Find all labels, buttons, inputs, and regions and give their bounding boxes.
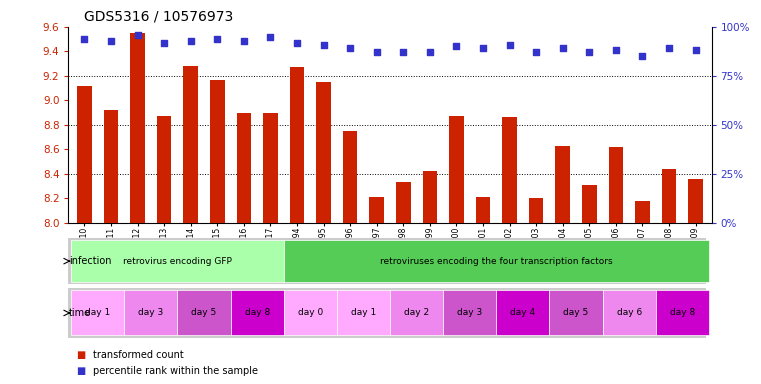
Text: day 1: day 1 [351,308,376,318]
Text: transformed count: transformed count [93,350,183,360]
Text: GDS5316 / 10576973: GDS5316 / 10576973 [84,9,233,23]
Bar [390,290,443,336]
Bar [549,290,603,336]
Point [451,43,463,50]
Text: day 5: day 5 [191,308,217,318]
Bar [449,116,463,223]
Bar [71,290,124,336]
Bar [177,290,231,336]
Point [663,45,675,51]
Point [78,36,91,42]
Point [291,40,303,46]
Text: percentile rank within the sample: percentile rank within the sample [93,366,258,376]
Text: ■: ■ [76,350,85,360]
Bar [422,171,437,223]
Point [477,45,489,51]
Point [371,49,383,55]
Bar [476,197,490,223]
Text: time: time [69,308,91,318]
Bar [502,118,517,223]
Bar [284,240,709,282]
Point [397,49,409,55]
Text: day 5: day 5 [563,308,589,318]
Text: day 1: day 1 [85,308,110,318]
Point [556,45,568,51]
Bar [71,240,284,282]
Bar [237,113,251,223]
Point [237,38,250,44]
Point [317,41,330,48]
Point [424,49,436,55]
Text: retroviruses encoding the four transcription factors: retroviruses encoding the four transcrip… [380,257,613,266]
Text: day 8: day 8 [670,308,695,318]
Point [504,41,516,48]
Bar [284,290,337,336]
Bar [263,113,278,223]
Point [689,47,702,53]
Text: day 3: day 3 [457,308,482,318]
Bar [529,198,543,223]
Text: day 3: day 3 [139,308,164,318]
Bar [496,290,549,336]
Bar [103,110,118,223]
Bar [603,290,656,336]
Text: day 4: day 4 [511,308,536,318]
Bar [656,290,709,336]
Point [105,38,117,44]
Point [636,53,648,59]
Bar [231,290,284,336]
Point [264,34,276,40]
Point [185,38,197,44]
Bar [183,66,198,223]
Point [132,31,144,38]
Point [158,40,170,46]
Text: retrovirus encoding GFP: retrovirus encoding GFP [123,257,232,266]
Bar [77,86,92,223]
Point [583,49,595,55]
Bar [124,290,177,336]
Bar [337,290,390,336]
Point [530,49,543,55]
Text: ■: ■ [76,366,85,376]
Bar [317,82,331,223]
Point [212,36,224,42]
Bar [369,197,384,223]
Bar [609,147,623,223]
Text: day 8: day 8 [244,308,270,318]
Bar [688,179,703,223]
Bar [582,185,597,223]
Bar [396,182,411,223]
Bar [290,67,304,223]
Bar [157,116,171,223]
Text: day 6: day 6 [616,308,642,318]
Point [610,47,622,53]
Bar [443,290,496,336]
Text: infection: infection [69,256,112,266]
Bar [635,201,650,223]
Text: day 0: day 0 [298,308,323,318]
Bar [556,146,570,223]
Bar [662,169,677,223]
Point [344,45,356,51]
Bar [343,131,358,223]
Text: day 2: day 2 [404,308,429,318]
Bar [130,33,145,223]
Bar [210,79,224,223]
